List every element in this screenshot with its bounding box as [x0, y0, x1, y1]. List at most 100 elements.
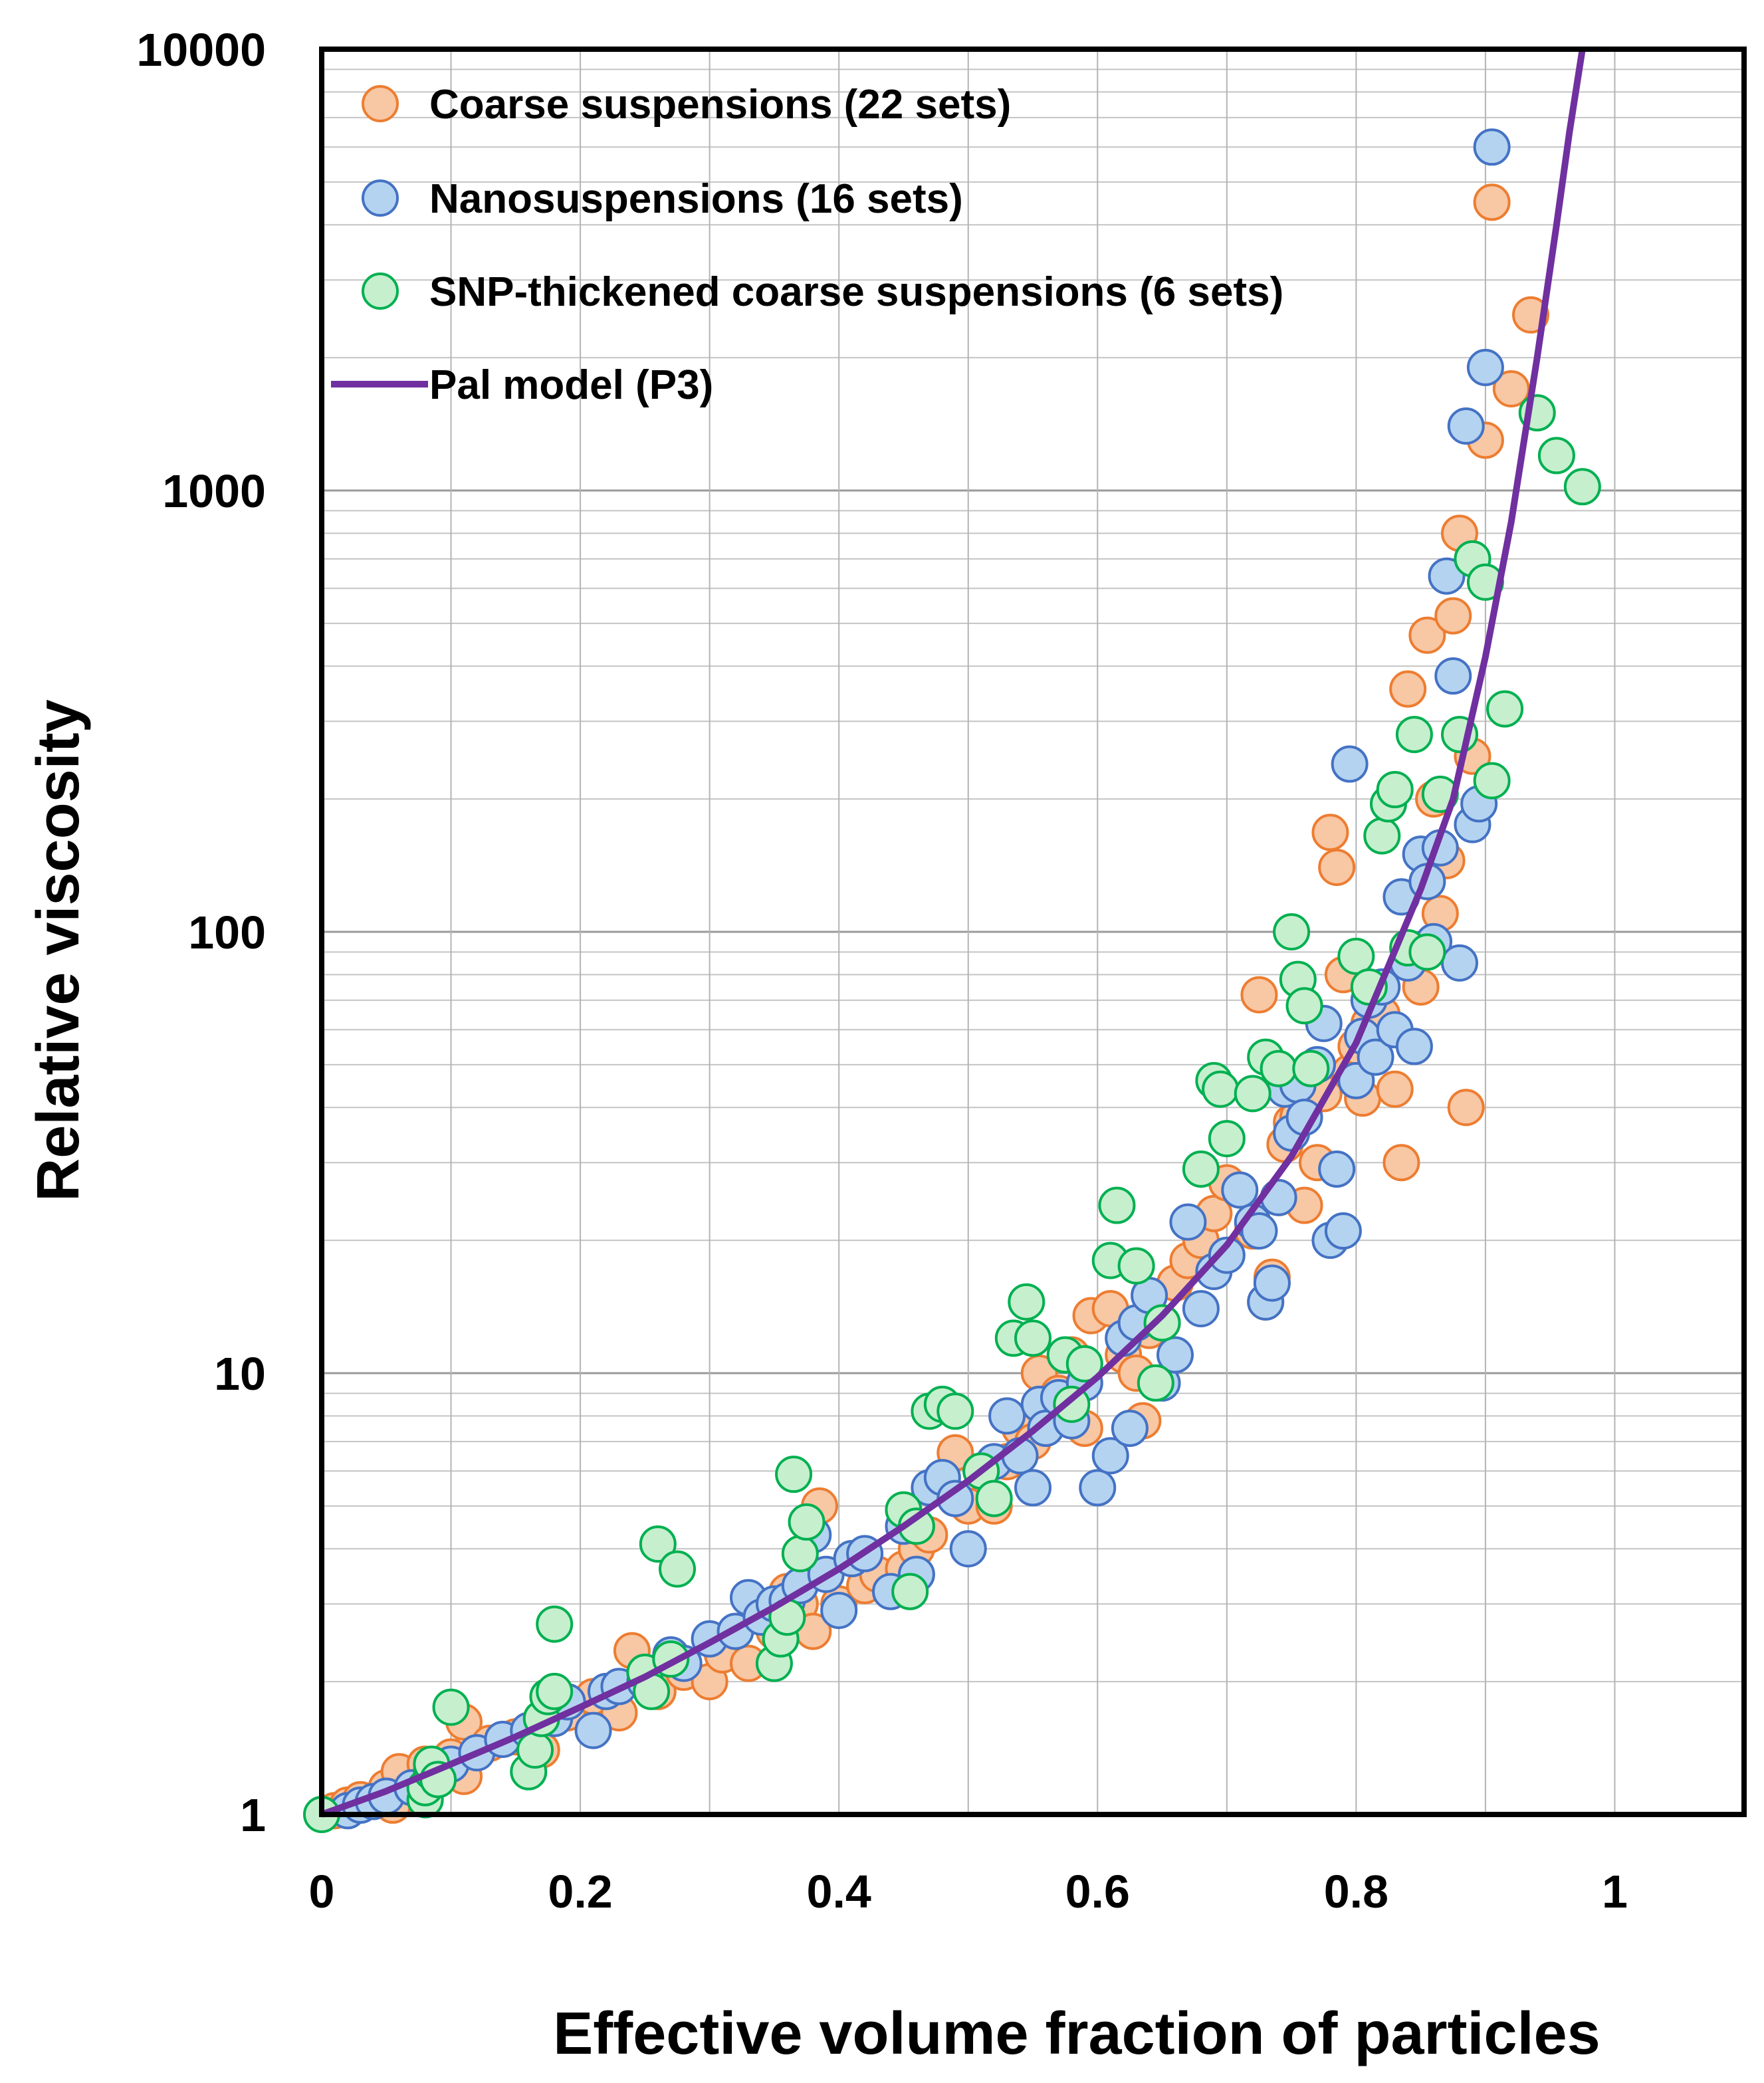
- series-3-points: [303, 394, 1601, 1833]
- data-point: [1357, 1038, 1394, 1076]
- data-point: [1091, 1437, 1129, 1475]
- data-point: [1065, 1345, 1103, 1382]
- y-tick-label: 10000: [136, 24, 266, 76]
- x-tick-label: 0.6: [1065, 1866, 1130, 1918]
- data-point: [1492, 370, 1530, 407]
- data-point: [1208, 1236, 1246, 1274]
- data-point: [1292, 1049, 1330, 1087]
- data-point: [1428, 557, 1466, 595]
- data-point: [1441, 944, 1478, 982]
- data-point: [1447, 407, 1485, 445]
- data-point: [1253, 1264, 1291, 1302]
- data-point: [1169, 1203, 1207, 1241]
- data-point: [1318, 848, 1356, 886]
- x-tick-label: 1: [1602, 1866, 1628, 1918]
- x-tick-label: 0: [309, 1866, 335, 1918]
- data-point: [1376, 1070, 1414, 1108]
- data-point: [1234, 1075, 1271, 1113]
- data-point: [1466, 348, 1504, 386]
- data-point: [639, 1525, 677, 1563]
- legend-label: Coarse suspensions (22 sets): [429, 82, 1011, 128]
- series-layer: [303, 49, 1601, 1833]
- data-point: [1311, 814, 1349, 851]
- data-point: [988, 1397, 1026, 1435]
- x-tick-label: 0.4: [807, 1866, 871, 1918]
- data-point: [1098, 1186, 1136, 1224]
- data-point: [1079, 1469, 1117, 1507]
- legend-label: SNP-thickened coarse suspensions (6 sets…: [429, 269, 1283, 315]
- data-point: [1208, 1120, 1246, 1158]
- y-tick-label: 100: [188, 907, 266, 958]
- data-point: [1537, 437, 1575, 475]
- y-tick-label: 1000: [162, 465, 266, 517]
- data-point: [949, 1530, 987, 1568]
- data-point: [1395, 1028, 1433, 1065]
- model-line: [320, 49, 1586, 1818]
- data-point: [1473, 762, 1511, 800]
- data-point: [1260, 1049, 1297, 1087]
- x-tick-label: 0.8: [1324, 1866, 1388, 1918]
- data-point: [1202, 1070, 1240, 1108]
- data-point: [1434, 657, 1472, 695]
- y-tick-label: 1: [240, 1789, 266, 1841]
- data-point: [1157, 1336, 1194, 1374]
- data-point: [820, 1591, 858, 1629]
- data-point: [775, 1456, 813, 1493]
- data-point: [1408, 616, 1446, 654]
- data-point: [781, 1535, 819, 1573]
- data-point: [1376, 771, 1414, 809]
- data-point: [536, 1605, 574, 1643]
- data-point: [1221, 1171, 1259, 1209]
- legend: Coarse suspensions (22 sets) Nanosuspensi…: [331, 82, 1283, 408]
- data-point: [432, 1688, 470, 1726]
- data-point: [937, 1392, 974, 1430]
- data-point: [1117, 1247, 1155, 1285]
- y-tick-label: 10: [214, 1348, 266, 1400]
- data-point: [1408, 933, 1446, 971]
- plot-frame: [319, 47, 1747, 1817]
- data-point: [1389, 670, 1427, 708]
- data-point: [1318, 1150, 1356, 1188]
- data-point: [975, 1480, 1013, 1517]
- data-point: [1008, 1283, 1046, 1321]
- data-point: [1143, 1304, 1181, 1342]
- data-point: [788, 1503, 826, 1541]
- data-point: [1014, 1319, 1051, 1357]
- data-point: [1240, 1212, 1278, 1250]
- data-point: [574, 1711, 612, 1749]
- data-point: [1240, 976, 1278, 1014]
- data-point: [1111, 1409, 1149, 1447]
- legend-marker: [362, 273, 399, 310]
- data-point: [1447, 1089, 1485, 1127]
- data-point: [1434, 597, 1472, 635]
- y-axis-title: Relative viscosity: [25, 699, 92, 1201]
- data-point: [1273, 913, 1311, 950]
- tick-labels: 0 0.2 0.4 0.6 0.8 1 1 10 100 1000 10000: [136, 24, 1628, 1918]
- data-point: [516, 1731, 554, 1769]
- data-point: [1331, 745, 1369, 783]
- data-point: [1473, 128, 1511, 166]
- data-point: [1182, 1289, 1220, 1327]
- data-point: [1473, 183, 1511, 221]
- data-point: [536, 1672, 574, 1710]
- x-tick-label: 0.2: [548, 1866, 612, 1918]
- legend-marker: [362, 85, 399, 122]
- data-point: [1363, 817, 1401, 855]
- legend-label: Pal model (P3): [429, 362, 713, 408]
- data-point: [1563, 468, 1601, 506]
- data-point: [1137, 1364, 1174, 1402]
- data-point: [891, 1573, 929, 1610]
- data-point: [1285, 987, 1323, 1025]
- data-point: [1182, 1150, 1220, 1188]
- data-point: [1324, 1212, 1362, 1250]
- data-point: [1382, 1144, 1420, 1182]
- data-point: [1014, 1469, 1051, 1507]
- grid-lines: [322, 49, 1744, 1816]
- legend-marker: [362, 179, 399, 217]
- x-axis-title: Effective volume fraction of particles: [553, 2001, 1600, 2067]
- data-point: [1486, 690, 1524, 728]
- data-point: [659, 1550, 696, 1588]
- data-point: [1395, 716, 1433, 754]
- legend-label: Nanosuspensions (16 sets): [429, 176, 963, 222]
